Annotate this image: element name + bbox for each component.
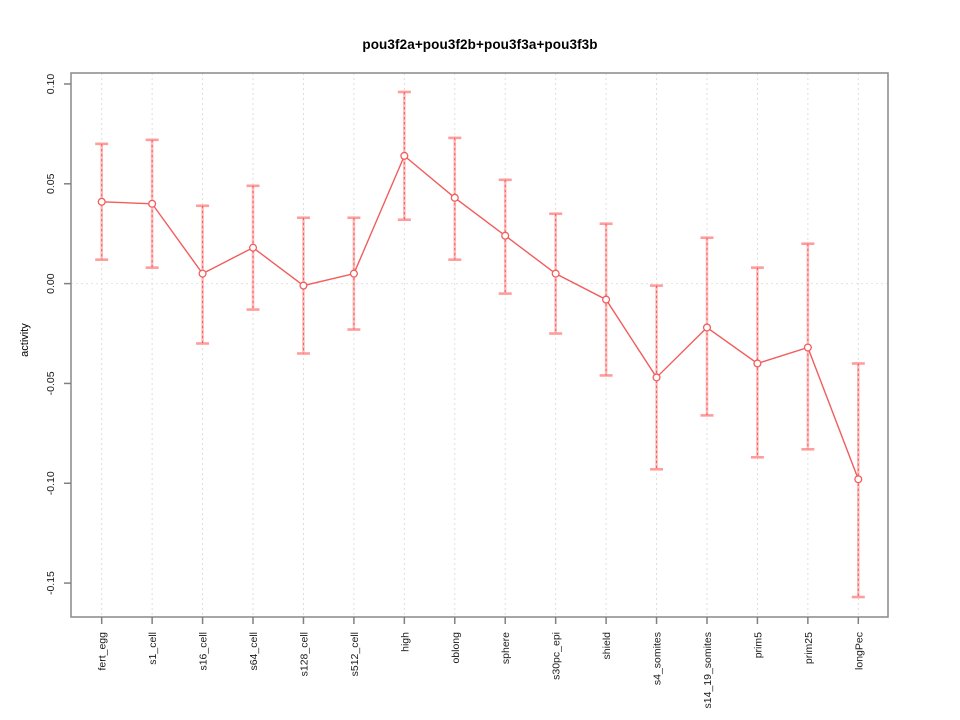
data-point [450,193,459,202]
x-tick-label: s14_19_somites [702,632,714,708]
plot-box [70,72,889,618]
data-point [803,343,812,352]
x-tick-label: fert_egg [97,632,109,671]
chart-title: pou3f2a+pou3f2b+pou3f3a+pou3f3b [362,37,598,52]
data-point [97,197,106,206]
x-tick-label: s512_cell [349,632,361,676]
data-point [702,323,712,332]
series-line [101,154,859,480]
x-tick-label: s4_somites [652,632,664,685]
y-tick-label: -0.05 [45,371,57,395]
y-tick-label: -0.15 [45,571,57,595]
x-tick-label: prim5 [752,632,764,658]
data-point [753,359,762,368]
y-tick-label: 0.05 [45,173,57,194]
data-point [198,269,207,278]
data-point [299,281,308,290]
x-tick-label: shield [601,632,613,660]
x-tick-label: sphere [500,632,512,664]
x-tick-label: s128_cell [298,632,310,676]
data-point [248,243,258,252]
data-point [501,231,510,240]
x-tick-label: s64_cell [248,632,260,671]
x-tick-label: s16_cell [198,632,210,671]
x-tick-label: prim25 [803,632,815,664]
x-tick-label: high [399,632,411,652]
data-point [551,269,560,278]
y-tick-label: -0.10 [45,471,57,495]
x-tick-label: longPec [853,632,865,670]
x-tick-label: s30pc_epi [551,632,563,680]
x-tick-label: s1_cell [147,632,159,665]
data-point [602,295,611,304]
data-point [349,269,358,278]
data-point [652,373,661,382]
x-tick-label: oblong [450,632,462,664]
data-point [854,475,863,484]
data-point [400,151,409,160]
y-tick-label: 0.00 [45,273,57,294]
y-tick-label: 0.10 [45,74,57,95]
data-point [148,199,157,208]
